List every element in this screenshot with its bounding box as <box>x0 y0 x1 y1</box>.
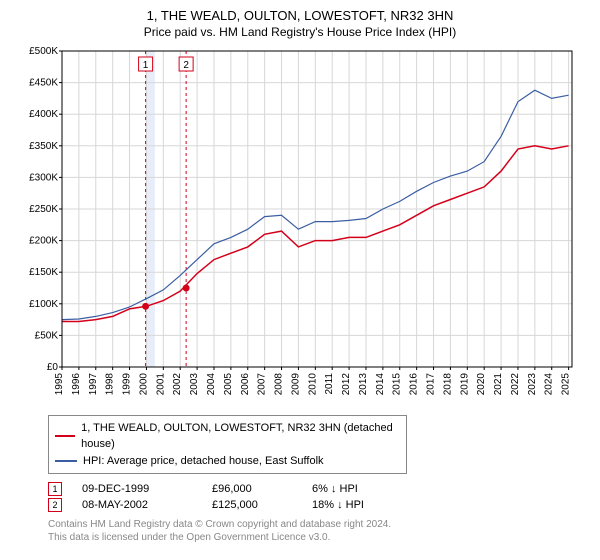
svg-text:2019: 2019 <box>459 372 470 395</box>
annotation-table: 1 09-DEC-1999 £96,000 6% ↓ HPI 2 08-MAY-2002 £… <box>48 482 590 512</box>
legend-item: HPI: Average price, detached house, East… <box>55 453 400 470</box>
svg-text:1996: 1996 <box>71 372 82 395</box>
svg-text:2021: 2021 <box>493 372 504 395</box>
line-chart: £0 £50K £100K £150K £200K £250K £300K £350K £400… <box>20 45 580 405</box>
svg-text:2: 2 <box>183 60 189 71</box>
plot-area: £0 £50K £100K £150K £200K £250K £300K £350K £400… <box>20 45 580 405</box>
svg-text:2005: 2005 <box>223 372 234 395</box>
svg-text:2004: 2004 <box>206 372 217 395</box>
svg-text:2009: 2009 <box>290 372 301 395</box>
svg-text:£350K: £350K <box>29 141 58 152</box>
legend-item: 1, THE WEALD, OULTON, LOWESTOFT, NR32 3H… <box>55 420 400 453</box>
annotation-row: 1 09-DEC-1999 £96,000 6% ↓ HPI <box>48 482 590 496</box>
svg-text:2001: 2001 <box>155 372 166 395</box>
annotation-price: £96,000 <box>212 483 292 495</box>
svg-text:2012: 2012 <box>341 372 352 395</box>
annotation-date: 08-MAY-2002 <box>82 499 192 511</box>
annotation-diff: 18% ↓ HPI <box>312 499 422 511</box>
annotation-diff: 6% ↓ HPI <box>312 483 422 495</box>
svg-text:2024: 2024 <box>544 372 555 395</box>
svg-text:2018: 2018 <box>442 372 453 395</box>
annotation-row: 2 08-MAY-2002 £125,000 18% ↓ HPI <box>48 498 590 512</box>
legend-label: 1, THE WEALD, OULTON, LOWESTOFT, NR32 3H… <box>81 420 400 453</box>
svg-text:2016: 2016 <box>409 372 420 395</box>
legend-swatch <box>55 460 77 462</box>
svg-text:2023: 2023 <box>527 372 538 395</box>
annotation-id-box: 1 <box>48 482 62 496</box>
svg-text:2006: 2006 <box>240 372 251 395</box>
svg-text:£150K: £150K <box>29 267 58 278</box>
svg-text:2007: 2007 <box>257 372 268 395</box>
svg-text:2015: 2015 <box>392 372 403 395</box>
svg-text:2010: 2010 <box>307 372 318 395</box>
legend-label: HPI: Average price, detached house, East… <box>83 453 324 470</box>
svg-text:£250K: £250K <box>29 204 58 215</box>
chart-title: 1, THE WEALD, OULTON, LOWESTOFT, NR32 3H… <box>10 8 590 25</box>
svg-text:2025: 2025 <box>561 372 572 395</box>
footnote-line: This data is licensed under the Open Gov… <box>48 531 590 544</box>
svg-text:£50K: £50K <box>35 330 59 341</box>
svg-text:1997: 1997 <box>88 372 99 395</box>
svg-text:1999: 1999 <box>122 372 133 395</box>
svg-text:2003: 2003 <box>189 372 200 395</box>
svg-text:2022: 2022 <box>510 372 521 395</box>
svg-text:2017: 2017 <box>426 372 437 395</box>
svg-text:2013: 2013 <box>358 372 369 395</box>
svg-text:2020: 2020 <box>476 372 487 395</box>
svg-text:£200K: £200K <box>29 235 58 246</box>
svg-text:£0: £0 <box>47 362 59 373</box>
svg-text:1: 1 <box>143 60 149 71</box>
annotation-id-box: 2 <box>48 498 62 512</box>
svg-text:£300K: £300K <box>29 172 58 183</box>
svg-text:2002: 2002 <box>172 372 183 395</box>
annotation-price: £125,000 <box>212 499 292 511</box>
svg-text:1998: 1998 <box>105 372 116 395</box>
svg-text:£100K: £100K <box>29 299 58 310</box>
annotation-date: 09-DEC-1999 <box>82 483 192 495</box>
svg-text:£400K: £400K <box>29 109 58 120</box>
svg-text:2000: 2000 <box>138 372 149 395</box>
footnote-line: Contains HM Land Registry data © Crown c… <box>48 518 590 531</box>
svg-text:£450K: £450K <box>29 77 58 88</box>
svg-text:2011: 2011 <box>324 372 335 394</box>
svg-text:2014: 2014 <box>375 372 386 395</box>
footnote: Contains HM Land Registry data © Crown c… <box>48 518 590 544</box>
legend-swatch <box>55 435 75 437</box>
svg-text:£500K: £500K <box>29 46 58 57</box>
svg-text:1995: 1995 <box>54 372 65 395</box>
legend: 1, THE WEALD, OULTON, LOWESTOFT, NR32 3H… <box>48 415 407 475</box>
chart-subtitle: Price paid vs. HM Land Registry's House … <box>10 25 590 39</box>
svg-text:2008: 2008 <box>274 372 285 395</box>
